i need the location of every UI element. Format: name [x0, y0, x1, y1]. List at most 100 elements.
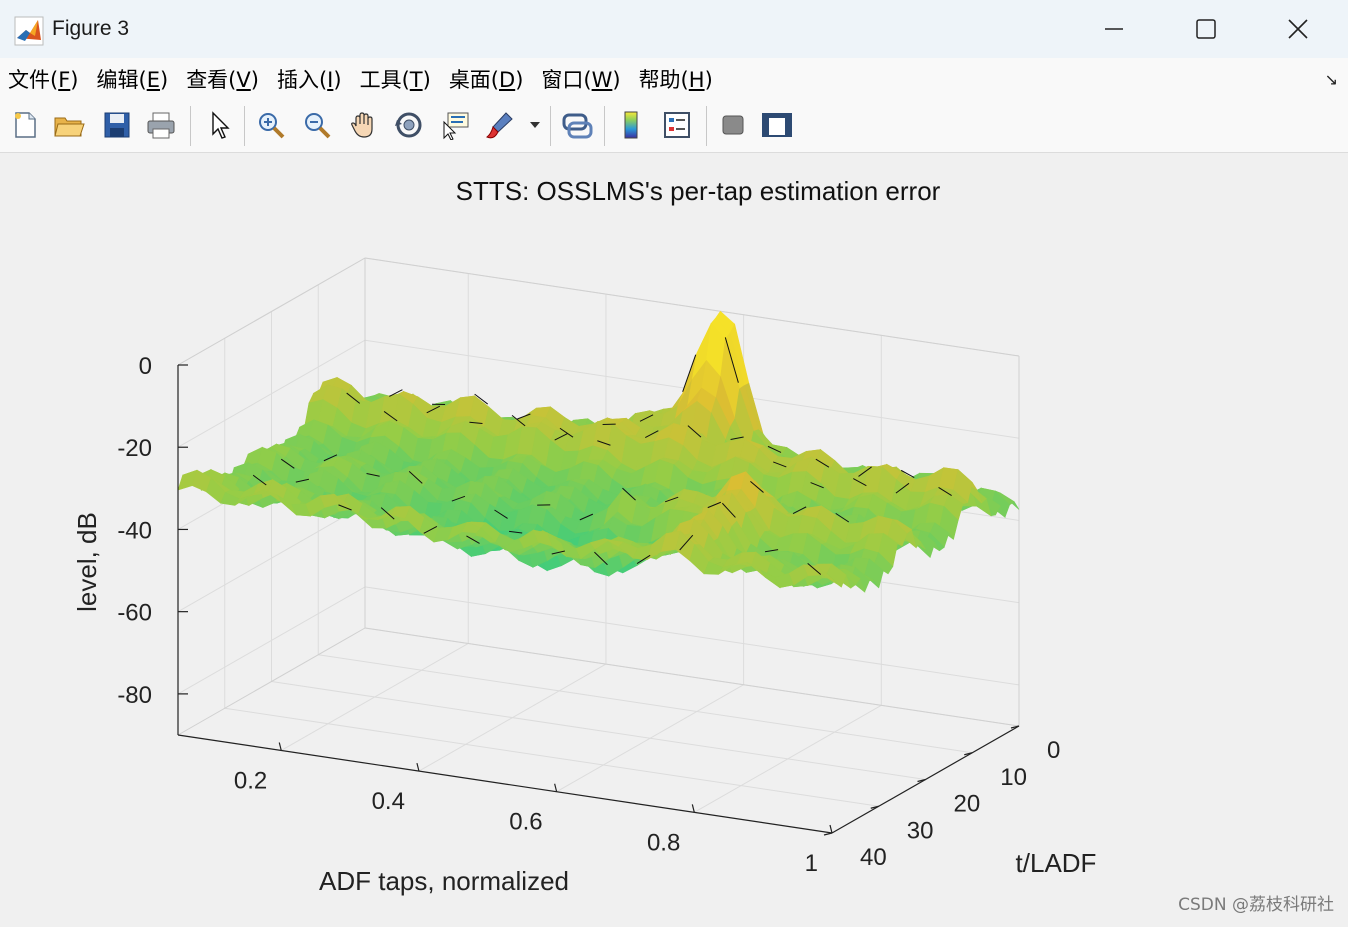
pointer-icon — [204, 110, 234, 140]
plot-title: STTS: OSSLMS's per-tap estimation error — [456, 176, 941, 206]
colorbar-icon — [616, 110, 646, 140]
menu-accelerator: W — [592, 68, 613, 92]
menu-label: 插入( — [277, 68, 327, 92]
grid-line — [318, 655, 972, 753]
menu-item-4[interactable]: 工具(T) — [352, 64, 439, 94]
z-tick-label: -20 — [117, 435, 152, 462]
title-bar[interactable]: Figure 3 — [0, 0, 1348, 58]
new-figure-button[interactable] — [8, 108, 42, 142]
y-tick-label: 0 — [1047, 737, 1060, 764]
x-tick — [279, 742, 281, 750]
zoom-out-button[interactable] — [300, 108, 334, 142]
x-tick-label: 0.4 — [372, 788, 405, 815]
menu-label: 桌面( — [449, 68, 499, 92]
menu-label: 文件( — [8, 68, 58, 92]
legend-icon — [662, 110, 692, 140]
menu-item-7[interactable]: 帮助(H) — [631, 64, 721, 94]
menu-label-end: ) — [333, 68, 341, 92]
save-button[interactable] — [100, 108, 134, 142]
maximize-button[interactable] — [1158, 0, 1254, 58]
rotate-3d-icon — [393, 110, 425, 140]
grid-line — [365, 258, 1019, 356]
y-tick-label: 30 — [907, 817, 934, 844]
menu-bar: 文件(F)编辑(E)查看(V)插入(I)工具(T)桌面(D)窗口(W)帮助(H)… — [0, 58, 1348, 100]
toolbar-separator — [550, 106, 551, 146]
toolbar-separator — [190, 106, 191, 146]
x-tick — [555, 784, 557, 792]
new-figure-icon — [10, 110, 40, 140]
z-tick-label: 0 — [139, 353, 152, 380]
hide-plot-tools-icon — [718, 110, 748, 140]
grid-line — [365, 587, 1019, 685]
toolbar-separator — [244, 106, 245, 146]
open-file-icon — [53, 110, 85, 140]
y-axis-label: t/LADF — [1016, 848, 1097, 878]
watermark: CSDN @荔枝科研社 — [1178, 890, 1334, 915]
zoom-out-icon — [302, 110, 332, 140]
close-button[interactable] — [1250, 0, 1346, 58]
menu-item-2[interactable]: 查看(V) — [178, 64, 267, 94]
brush-icon — [484, 110, 518, 140]
toolbar-separator — [706, 106, 707, 146]
menu-label-end: ) — [612, 68, 620, 92]
figure-toolbar — [0, 100, 1348, 153]
open-file-button[interactable] — [52, 108, 86, 142]
menu-accelerator: H — [689, 68, 705, 92]
x-tick — [830, 825, 832, 833]
z-tick-label: -40 — [117, 517, 152, 544]
zoom-in-button[interactable] — [254, 108, 288, 142]
pointer-button[interactable] — [202, 108, 236, 142]
legend-button[interactable] — [660, 108, 694, 142]
x-tick — [417, 763, 419, 771]
menu-label: 编辑( — [97, 68, 147, 92]
menu-label-end: ) — [160, 68, 168, 92]
x-tick-label: 0.6 — [509, 809, 542, 836]
show-plot-tools-icon — [761, 110, 793, 140]
x-tick-label: 0.8 — [647, 829, 680, 856]
menu-item-6[interactable]: 窗口(W) — [533, 64, 628, 94]
menu-accelerator: E — [147, 68, 160, 92]
menu-item-3[interactable]: 插入(I) — [269, 64, 350, 94]
minimize-button[interactable] — [1066, 0, 1162, 58]
close-icon — [1287, 18, 1309, 40]
menu-accelerator: D — [499, 68, 515, 92]
menu-label-end: ) — [251, 68, 259, 92]
link-plot-button[interactable] — [560, 108, 594, 142]
menu-item-1[interactable]: 编辑(E) — [89, 64, 177, 94]
menu-item-0[interactable]: 文件(F) — [0, 64, 87, 94]
toolbar-separator — [604, 106, 605, 146]
data-cursor-icon — [439, 110, 471, 140]
show-plot-tools-button[interactable] — [760, 108, 794, 142]
brush-button[interactable] — [484, 108, 518, 142]
link-plot-icon — [560, 110, 594, 140]
colorbar-button[interactable] — [614, 108, 648, 142]
rotate-3d-button[interactable] — [392, 108, 426, 142]
y-tick-label: 40 — [860, 844, 887, 871]
save-icon — [102, 110, 132, 140]
print-button[interactable] — [144, 108, 178, 142]
menu-label: 帮助( — [639, 68, 689, 92]
matlab-icon — [14, 16, 44, 46]
x-axis-label: ADF taps, normalized — [319, 866, 569, 896]
menu-label: 窗口( — [541, 68, 591, 92]
pan-button[interactable] — [346, 108, 380, 142]
x-tick-label: 1 — [805, 850, 818, 877]
hide-plot-tools-button[interactable] — [716, 108, 750, 142]
grid-line — [365, 628, 1019, 726]
z-tick-label: -60 — [117, 600, 152, 627]
brush-dropdown-button[interactable] — [526, 108, 544, 142]
z-tick-label: -80 — [117, 682, 152, 709]
x-tick — [692, 804, 694, 812]
zoom-in-icon — [256, 110, 286, 140]
y-tick — [824, 833, 832, 835]
menu-item-5[interactable]: 桌面(D) — [441, 64, 532, 94]
dock-arrow-icon[interactable]: ↘ — [1325, 70, 1338, 89]
data-cursor-button[interactable] — [438, 108, 472, 142]
chevron-down-icon — [529, 120, 541, 130]
window-title: Figure 3 — [52, 17, 129, 41]
y-tick-label: 20 — [954, 791, 981, 818]
x-tick-label: 0.2 — [234, 767, 267, 794]
x-axis-line — [178, 735, 832, 833]
